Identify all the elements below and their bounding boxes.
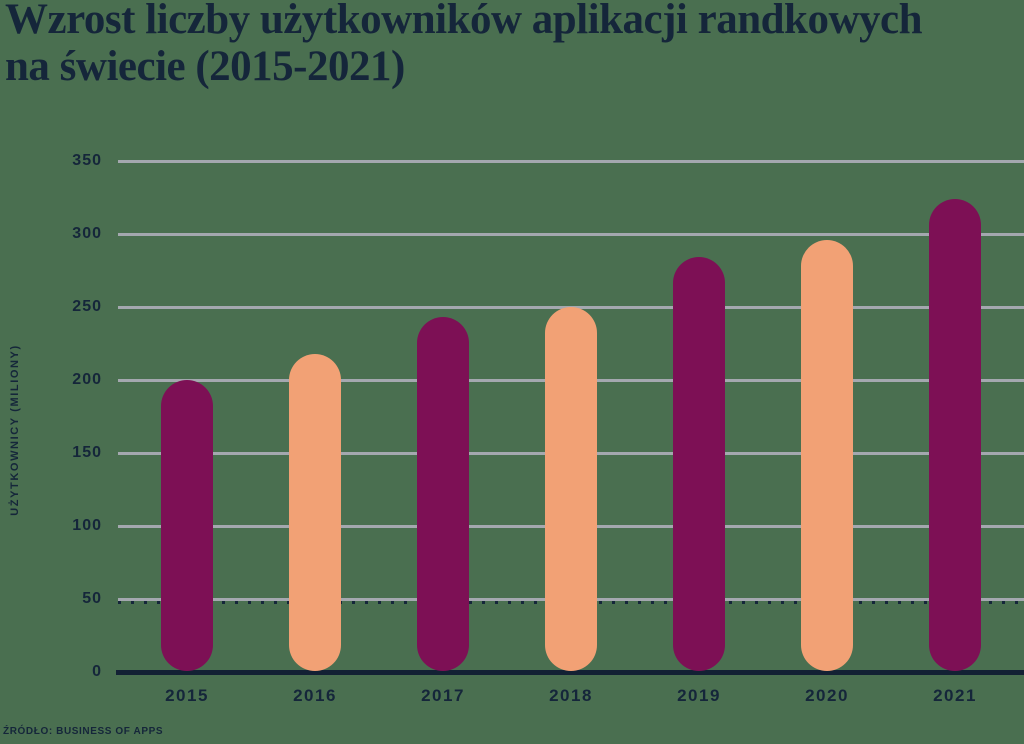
bar-2017: [417, 317, 469, 671]
x-tick-2019: 2019: [677, 686, 721, 705]
y-tick-200: 200: [72, 371, 102, 388]
bar-2019: [673, 257, 725, 671]
bar-2016: [289, 354, 341, 671]
y-tick-300: 300: [72, 225, 102, 242]
y-tick-350: 350: [72, 152, 102, 169]
source-caption: ŹRÓDŁO: BUSINESS OF APPS: [3, 726, 164, 737]
x-tick-2018: 2018: [549, 686, 593, 705]
x-tick-2020: 2020: [805, 686, 849, 705]
x-tick-2016: 2016: [293, 686, 337, 705]
y-tick-100: 100: [72, 517, 102, 534]
x-tick-2017: 2017: [421, 686, 465, 705]
bar-2021: [929, 199, 981, 671]
x-tick-2021: 2021: [933, 686, 977, 705]
bar-2018: [545, 307, 597, 671]
y-axis-title: UŻYTKOWNICY (MILIONY): [9, 344, 21, 516]
x-tick-2015: 2015: [165, 686, 209, 705]
y-tick-50: 50: [82, 590, 102, 607]
bar-2020: [801, 240, 853, 671]
chart-title: Wzrost liczby użytkowników aplikacji ran…: [5, 0, 923, 91]
y-tick-150: 150: [72, 444, 102, 461]
x-axis-line: [116, 670, 1024, 675]
y-tick-0: 0: [92, 663, 102, 680]
bar-2015: [161, 380, 213, 671]
y-tick-250: 250: [72, 298, 102, 315]
gridline-300: [118, 233, 1024, 236]
gridline-350: [118, 160, 1024, 163]
